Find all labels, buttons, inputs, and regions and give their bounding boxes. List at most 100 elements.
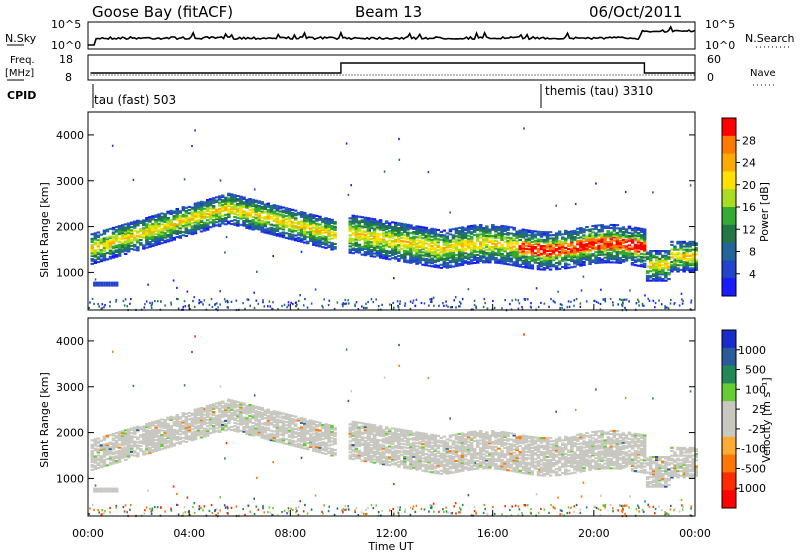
power-cell bbox=[318, 237, 322, 240]
power-cell bbox=[545, 256, 550, 259]
power-cell bbox=[570, 249, 574, 252]
power-cell bbox=[460, 302, 462, 305]
power-cell bbox=[257, 302, 260, 305]
velocity-cell bbox=[123, 432, 128, 435]
power-cell bbox=[472, 243, 477, 246]
power-cell bbox=[275, 204, 280, 207]
power-cell bbox=[306, 225, 310, 228]
power-cell bbox=[472, 230, 477, 233]
velocity-cell bbox=[108, 441, 113, 444]
velocity-cell bbox=[275, 432, 280, 435]
power-cell bbox=[597, 249, 601, 252]
power-cell bbox=[269, 229, 274, 232]
power-cell bbox=[315, 243, 319, 246]
power-cell bbox=[622, 302, 624, 305]
power-cell bbox=[126, 231, 131, 234]
power-cell bbox=[615, 224, 620, 227]
power-cell bbox=[199, 213, 204, 216]
power-cell bbox=[636, 231, 641, 234]
power-cell bbox=[117, 253, 122, 256]
power-cell bbox=[694, 242, 698, 245]
power-cell bbox=[103, 306, 105, 309]
power-cell bbox=[573, 299, 576, 302]
power-cell bbox=[691, 240, 695, 243]
power-cell bbox=[136, 238, 140, 241]
power-cell bbox=[157, 219, 161, 222]
power-cell bbox=[652, 270, 656, 273]
power-cell bbox=[615, 236, 620, 239]
velocity-cell bbox=[172, 436, 176, 439]
power-cell bbox=[257, 223, 261, 226]
power-cell bbox=[564, 254, 568, 257]
power-cell bbox=[415, 244, 419, 247]
nsky-series bbox=[88, 25, 696, 46]
freq-label: Freq. bbox=[10, 55, 35, 66]
velocity-cell bbox=[145, 441, 149, 444]
power-cell bbox=[266, 213, 271, 216]
velocity-cell bbox=[208, 424, 213, 427]
power-cell bbox=[595, 182, 597, 185]
velocity-cell bbox=[254, 407, 258, 410]
power-cell bbox=[160, 300, 162, 303]
power-cell bbox=[457, 244, 462, 247]
velocity-cell bbox=[315, 420, 319, 423]
power-cell bbox=[351, 233, 355, 236]
power-cell bbox=[90, 239, 94, 242]
velocity-cell bbox=[272, 419, 277, 422]
velocity-cell bbox=[151, 438, 155, 441]
power-cell bbox=[561, 233, 565, 236]
power-cell bbox=[548, 254, 553, 257]
power-cell bbox=[521, 231, 525, 234]
velocity-cell bbox=[266, 416, 271, 419]
power-cell bbox=[641, 304, 644, 307]
power-cell bbox=[272, 210, 277, 213]
power-cell bbox=[469, 226, 474, 229]
power-cell bbox=[211, 215, 216, 218]
power-cell bbox=[136, 219, 140, 222]
power-cell bbox=[194, 129, 196, 132]
power-cell bbox=[524, 235, 528, 238]
velocity-cell bbox=[260, 422, 264, 425]
power-cell bbox=[142, 245, 146, 248]
power-cell bbox=[606, 242, 610, 245]
velocity-cell bbox=[287, 435, 292, 438]
velocity-cell bbox=[130, 438, 134, 441]
velocity-cell bbox=[242, 425, 246, 428]
power-cell bbox=[597, 301, 600, 304]
nsearch-label: N.Search bbox=[745, 32, 795, 45]
power-cell bbox=[108, 243, 113, 246]
power-cell bbox=[381, 246, 386, 249]
power-cell bbox=[667, 278, 671, 281]
velocity-cell bbox=[257, 421, 261, 424]
beam-title: Beam 13 bbox=[355, 3, 422, 21]
power-cell bbox=[205, 208, 210, 211]
power-cell bbox=[449, 306, 452, 309]
velocity-cell bbox=[93, 464, 98, 467]
power-cell bbox=[218, 198, 222, 201]
power-cell bbox=[609, 234, 613, 237]
power-cell bbox=[327, 219, 331, 222]
velocity-cell bbox=[114, 446, 119, 449]
power-cell bbox=[573, 237, 577, 240]
power-cell bbox=[360, 227, 365, 230]
power-cell bbox=[269, 226, 274, 229]
power-cell bbox=[202, 226, 207, 229]
velocity-cell bbox=[248, 419, 252, 422]
velocity-cell bbox=[102, 443, 107, 446]
power-cell bbox=[676, 253, 680, 256]
velocity-cell bbox=[169, 442, 173, 445]
power-cell bbox=[105, 228, 110, 231]
power-cell bbox=[557, 243, 562, 246]
velocity-cell bbox=[139, 449, 143, 452]
power-cell bbox=[324, 221, 328, 224]
velocity-cell bbox=[211, 421, 216, 424]
power-cell bbox=[597, 238, 601, 241]
power-cell bbox=[500, 224, 504, 227]
power-cell bbox=[245, 211, 249, 214]
power-cell bbox=[403, 252, 407, 255]
power-cell bbox=[567, 255, 571, 258]
power-cell bbox=[354, 251, 359, 254]
velocity-cell bbox=[178, 430, 182, 433]
power-cell bbox=[412, 235, 416, 238]
velocity-cell bbox=[218, 421, 222, 424]
